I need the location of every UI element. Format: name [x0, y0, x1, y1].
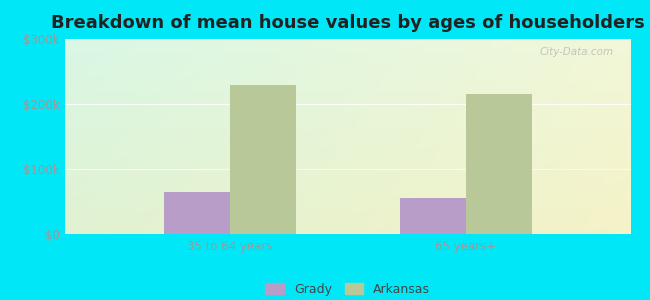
Legend: Grady, Arkansas: Grady, Arkansas	[259, 276, 437, 300]
Bar	[230, 85, 296, 234]
Title: Breakdown of mean house values by ages of householders: Breakdown of mean house values by ages o…	[51, 14, 645, 32]
Text: City-Data.com: City-Data.com	[540, 47, 614, 57]
Bar	[400, 198, 465, 234]
Bar	[164, 192, 230, 234]
Bar	[465, 94, 532, 234]
